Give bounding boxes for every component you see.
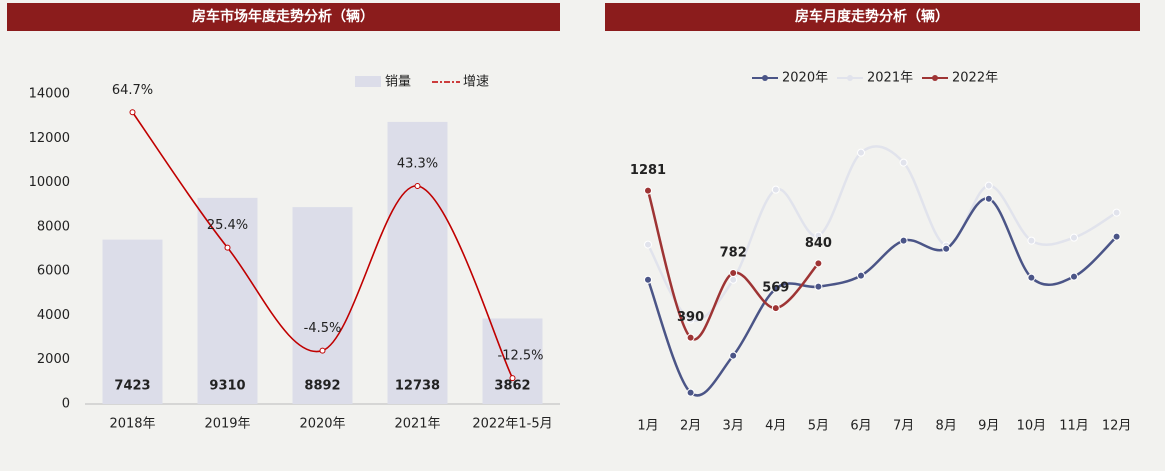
x-tick-label: 2020年 <box>299 417 345 432</box>
growth-point <box>414 182 421 189</box>
y-tick-label: 0 <box>62 397 70 412</box>
legend-dot <box>847 75 853 81</box>
x-tick-label: 11月 <box>1059 419 1089 434</box>
legend-label: 2021年 <box>867 71 913 86</box>
series-point <box>644 186 652 195</box>
series-line <box>646 190 820 341</box>
bar-label: 12738 <box>395 379 440 394</box>
x-tick-label: 7月 <box>893 419 914 434</box>
series-point <box>771 284 780 293</box>
x-tick-label: 12月 <box>1102 419 1132 434</box>
series-point <box>984 181 993 190</box>
series-point <box>771 185 780 194</box>
series-point <box>686 388 695 397</box>
series-point <box>644 240 652 249</box>
chart-title: 房车市场年度走势分析（辆） <box>192 8 374 25</box>
x-tick-label: 6月 <box>850 419 871 434</box>
chart-title: 房车月度走势分析（辆） <box>795 8 949 25</box>
y-tick-label: 2000 <box>37 352 70 367</box>
data-label: 840 <box>805 236 832 251</box>
series-point <box>857 271 865 280</box>
x-tick-label: 10月 <box>1017 419 1047 434</box>
series-point <box>1070 272 1078 281</box>
x-tick-label: 2019年 <box>204 417 250 432</box>
growth-label: -12.5% <box>498 349 544 364</box>
data-label: 390 <box>677 310 704 325</box>
series-point <box>984 194 993 203</box>
bar-label: 7423 <box>114 379 150 394</box>
growth-point <box>319 347 326 354</box>
bar <box>387 121 448 405</box>
legend-swatch <box>355 76 381 87</box>
series-point <box>729 268 738 277</box>
y-tick-label: 8000 <box>37 219 70 234</box>
x-tick-label: 1月 <box>637 419 658 434</box>
bar-label: 9310 <box>209 379 245 394</box>
series-point <box>644 275 652 284</box>
x-tick-label: 2022年1-5月 <box>472 417 552 432</box>
legend-label: 增速 <box>463 75 489 90</box>
data-label: 569 <box>762 281 789 296</box>
series-point <box>1027 273 1036 282</box>
growth-label: 25.4% <box>207 218 248 233</box>
x-tick-label: 2021年 <box>394 417 440 432</box>
series-point <box>814 231 823 240</box>
series-point <box>1070 233 1078 242</box>
x-tick-label: 2018年 <box>109 417 155 432</box>
bar-label: 8892 <box>304 379 340 394</box>
series-point <box>899 236 908 245</box>
y-tick-label: 6000 <box>37 264 70 279</box>
bar <box>292 207 353 404</box>
series-point <box>686 333 695 342</box>
y-tick-label: 4000 <box>37 308 70 323</box>
series-point <box>1112 208 1121 217</box>
growth-label: 64.7% <box>112 83 153 98</box>
series-point <box>729 351 738 360</box>
x-tick-label: 4月 <box>765 419 786 434</box>
growth-line <box>131 111 514 379</box>
legend-label: 销量 <box>385 75 411 90</box>
y-tick-label: 10000 <box>29 175 70 190</box>
series-point <box>814 282 823 291</box>
series-point <box>942 244 951 253</box>
title-bar <box>605 3 1140 31</box>
legend-dot <box>932 75 938 81</box>
series-point <box>1027 236 1036 245</box>
x-tick-label: 9月 <box>978 419 999 434</box>
y-tick-label: 12000 <box>29 131 70 146</box>
growth-point <box>129 109 136 116</box>
y-tick-label: 14000 <box>29 87 70 102</box>
series-point <box>857 148 865 157</box>
bar <box>197 197 258 404</box>
data-label: 782 <box>720 245 747 260</box>
bar <box>102 239 163 404</box>
data-label: 1281 <box>630 163 666 178</box>
x-tick-label: 2月 <box>680 419 701 434</box>
growth-label: -4.5% <box>304 321 342 336</box>
legend-label: 2022年 <box>952 71 998 86</box>
x-tick-label: 3月 <box>723 419 744 434</box>
series-point <box>686 315 695 324</box>
series-point <box>771 304 780 313</box>
bar <box>482 318 543 404</box>
growth-label: 43.3% <box>397 156 438 171</box>
legend-label: 2020年 <box>782 71 828 86</box>
x-tick-label: 5月 <box>808 419 829 434</box>
series-point <box>1112 232 1121 241</box>
title-bar <box>7 3 560 31</box>
series-point <box>729 275 738 284</box>
growth-point <box>224 244 231 251</box>
series-point <box>814 259 823 268</box>
growth-point <box>509 375 516 382</box>
series-point <box>899 158 908 167</box>
bar-label: 3862 <box>494 379 530 394</box>
legend-dot <box>762 75 768 81</box>
x-tick-label: 8月 <box>936 419 957 434</box>
